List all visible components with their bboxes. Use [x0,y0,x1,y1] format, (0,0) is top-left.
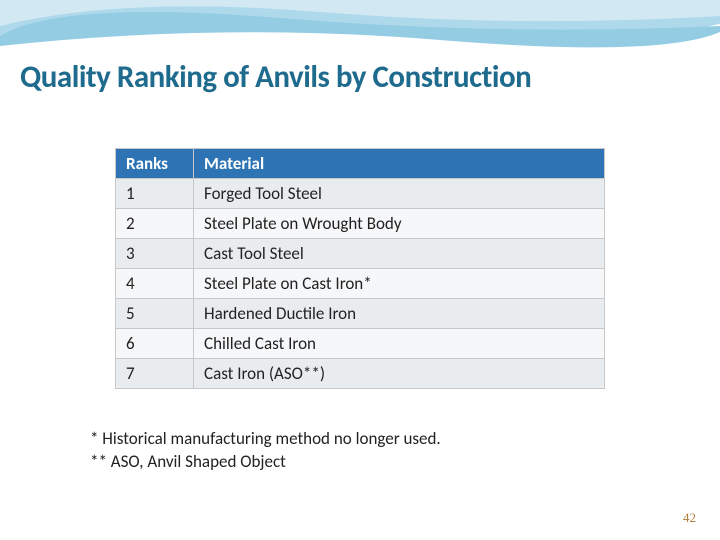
footnotes: * Historical manufacturing method no lon… [90,428,441,474]
cell-material: Hardened Ductile Iron [194,299,605,329]
wave-decoration [0,0,720,60]
cell-rank: 5 [116,299,194,329]
slide-title: Quality Ranking of Anvils by Constructio… [20,58,700,96]
col-header-ranks: Ranks [116,149,194,179]
table-row: 5 Hardened Ductile Iron [116,299,605,329]
cell-material: Chilled Cast Iron [194,329,605,359]
table-row: 3 Cast Tool Steel [116,239,605,269]
table-row: 7 Cast Iron (ASO**) [116,359,605,389]
cell-material: Forged Tool Steel [194,179,605,209]
cell-rank: 2 [116,209,194,239]
table-header-row: Ranks Material [116,149,605,179]
footnote-line: ** ASO, Anvil Shaped Object [90,451,441,474]
table-row: 4 Steel Plate on Cast Iron* [116,269,605,299]
cell-material: Cast Tool Steel [194,239,605,269]
cell-rank: 3 [116,239,194,269]
col-header-material: Material [194,149,605,179]
table-row: 6 Chilled Cast Iron [116,329,605,359]
cell-rank: 1 [116,179,194,209]
cell-material: Steel Plate on Wrought Body [194,209,605,239]
page-number: 42 [683,510,696,526]
footnote-line: * Historical manufacturing method no lon… [90,428,441,451]
cell-material: Steel Plate on Cast Iron* [194,269,605,299]
table-row: 2 Steel Plate on Wrought Body [116,209,605,239]
cell-rank: 4 [116,269,194,299]
cell-material: Cast Iron (ASO**) [194,359,605,389]
table-row: 1 Forged Tool Steel [116,179,605,209]
ranking-table: Ranks Material 1 Forged Tool Steel 2 Ste… [115,148,605,389]
cell-rank: 7 [116,359,194,389]
cell-rank: 6 [116,329,194,359]
